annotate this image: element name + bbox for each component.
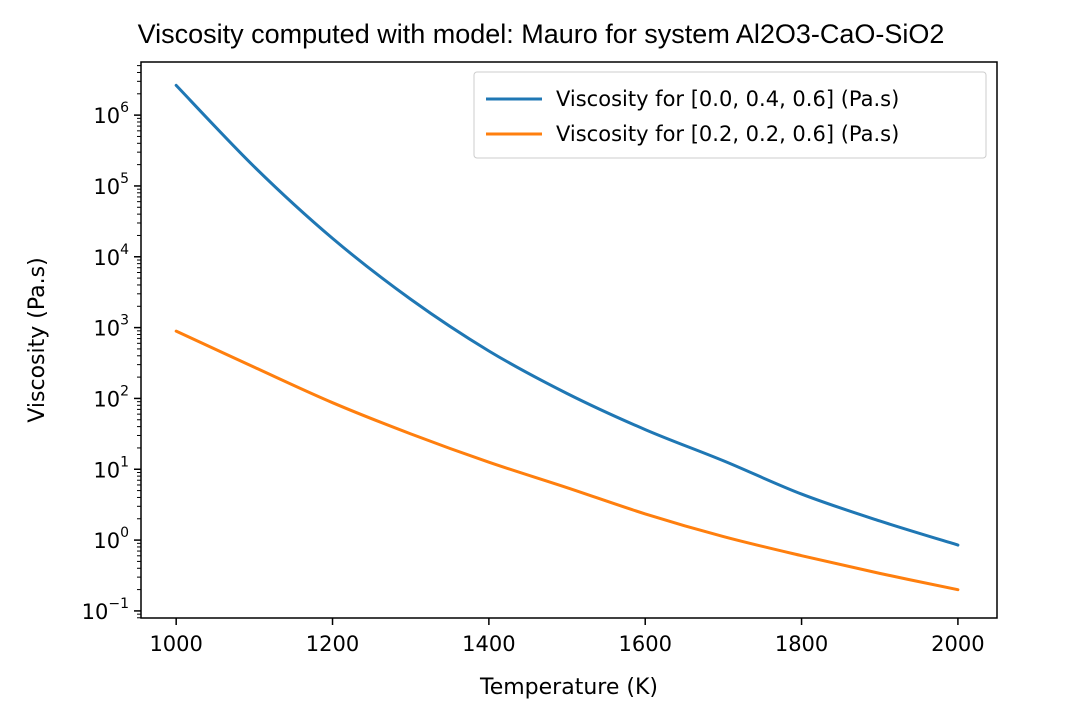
x-tick-label: 1400 [462, 632, 515, 656]
x-tick-label: 1800 [775, 632, 828, 656]
x-tick-label: 1200 [306, 632, 359, 656]
legend: Viscosity for [0.0, 0.4, 0.6] (Pa.s) Vis… [473, 71, 987, 159]
x-axis: 1000 1200 1400 1600 1800 2000 [149, 618, 985, 656]
x-tick-label: 2000 [931, 632, 984, 656]
x-tick-label: 1600 [618, 632, 671, 656]
y-axis: 10−1 100 101 102 103 104 105 106 [82, 65, 141, 624]
y-tick-label: 103 [93, 313, 129, 341]
y-tick-label: 105 [93, 171, 129, 199]
y-tick-label: 10−1 [82, 596, 129, 624]
plot-area-frame [140, 61, 998, 619]
y-tick-label: 106 [93, 100, 129, 128]
y-tick-label: 100 [93, 525, 129, 553]
series-line-1 [174, 83, 960, 547]
y-axis-label: Viscosity (Pa.s) [25, 257, 50, 422]
legend-entry-series-1: Viscosity for [0.0, 0.4, 0.6] (Pa.s) [556, 87, 899, 111]
legend-entry-series-2: Viscosity for [0.2, 0.2, 0.6] (Pa.s) [556, 122, 899, 146]
chart-title: Viscosity computed with model: Mauro for… [138, 19, 945, 49]
y-tick-label: 101 [93, 454, 129, 482]
x-axis-label: Temperature (K) [479, 675, 658, 700]
y-tick-label: 102 [93, 383, 129, 411]
series-lines [174, 83, 960, 592]
series-line-2 [174, 329, 960, 592]
y-tick-label: 104 [93, 242, 129, 270]
legend-box [473, 71, 987, 159]
x-tick-label: 1000 [149, 632, 202, 656]
